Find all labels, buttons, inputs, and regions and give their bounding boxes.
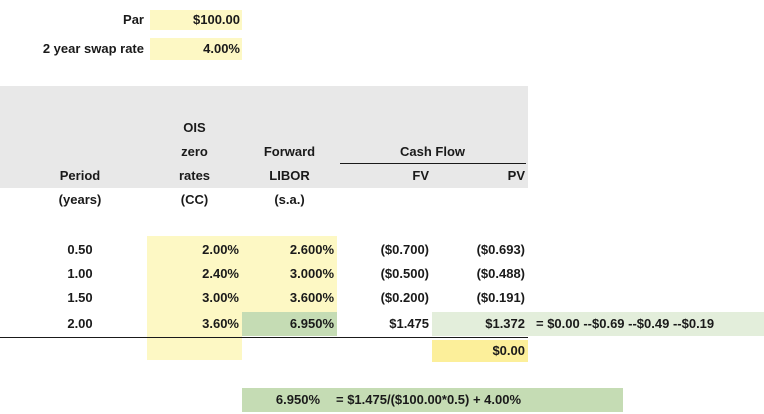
pv-cell: ($0.693)	[476, 242, 525, 257]
ois-rate-cell: 2.00%	[202, 242, 239, 257]
pv-total: $0.00	[492, 343, 525, 358]
pv-cell: ($0.191)	[476, 290, 525, 305]
ois-header-line2: zero	[181, 144, 208, 159]
period-header: Period	[59, 168, 101, 183]
ois-rate-cell: 3.60%	[202, 316, 239, 331]
period-cell: 1.00	[67, 266, 93, 281]
forward-header-line2: LIBOR	[269, 168, 310, 183]
period-cell: 1.50	[67, 290, 93, 305]
par-value: $100.00	[193, 12, 240, 27]
swap-rate-label: 2 year swap rate	[42, 41, 144, 56]
pv-formula: = $0.00 --$0.69 --$0.49 --$0.19	[536, 316, 715, 331]
period-cell: 0.50	[67, 242, 93, 257]
ois-rate-cell: 2.40%	[202, 266, 239, 281]
ois-header-line3: rates	[178, 168, 211, 183]
forward-check-value: 6.950%	[275, 392, 320, 407]
forward-column-bg	[242, 236, 337, 312]
forward-libor-cell: 2.600%	[289, 242, 334, 257]
ois-column-bg	[147, 236, 242, 360]
fv-cell: ($0.700)	[380, 242, 429, 257]
period-unit: (years)	[58, 192, 102, 207]
ois-header-line1: OIS	[183, 120, 206, 135]
par-label: Par	[123, 12, 144, 27]
ois-unit: (CC)	[180, 192, 209, 207]
forward-libor-cell: 3.000%	[289, 266, 334, 281]
fv-cell: ($0.200)	[380, 290, 429, 305]
forward-unit: (s.a.)	[274, 192, 305, 207]
header-bg	[0, 86, 528, 188]
forward-solved-cell	[242, 312, 337, 336]
period-cell: 2.00	[67, 316, 93, 331]
table-bottom-border	[0, 337, 528, 338]
swap-cell-bg	[150, 38, 242, 60]
forward-libor-cell: 6.950%	[289, 316, 334, 331]
ois-rate-cell: 3.00%	[202, 290, 239, 305]
fv-cell: ($0.500)	[380, 266, 429, 281]
pv-total-row-bg	[432, 312, 764, 336]
pv-cell: ($0.488)	[476, 266, 525, 281]
forward-header-line1: Forward	[263, 144, 316, 159]
forward-libor-cell: 3.600%	[289, 290, 334, 305]
pv-header: PV	[507, 168, 525, 183]
forward-check-box	[242, 388, 623, 412]
swap-rate-value: 4.00%	[203, 41, 240, 56]
cashflow-header: Cash Flow	[399, 144, 465, 159]
forward-check-formula: = $1.475/($100.00*0.5) + 4.00%	[336, 392, 522, 407]
fv-header: FV	[412, 168, 429, 183]
pv-cell: $1.372	[485, 316, 525, 331]
par-cell-bg	[150, 10, 242, 30]
cashflow-underline	[340, 163, 526, 164]
pv-sum-cell-bg	[432, 340, 528, 362]
fv-cell: $1.475	[389, 316, 429, 331]
